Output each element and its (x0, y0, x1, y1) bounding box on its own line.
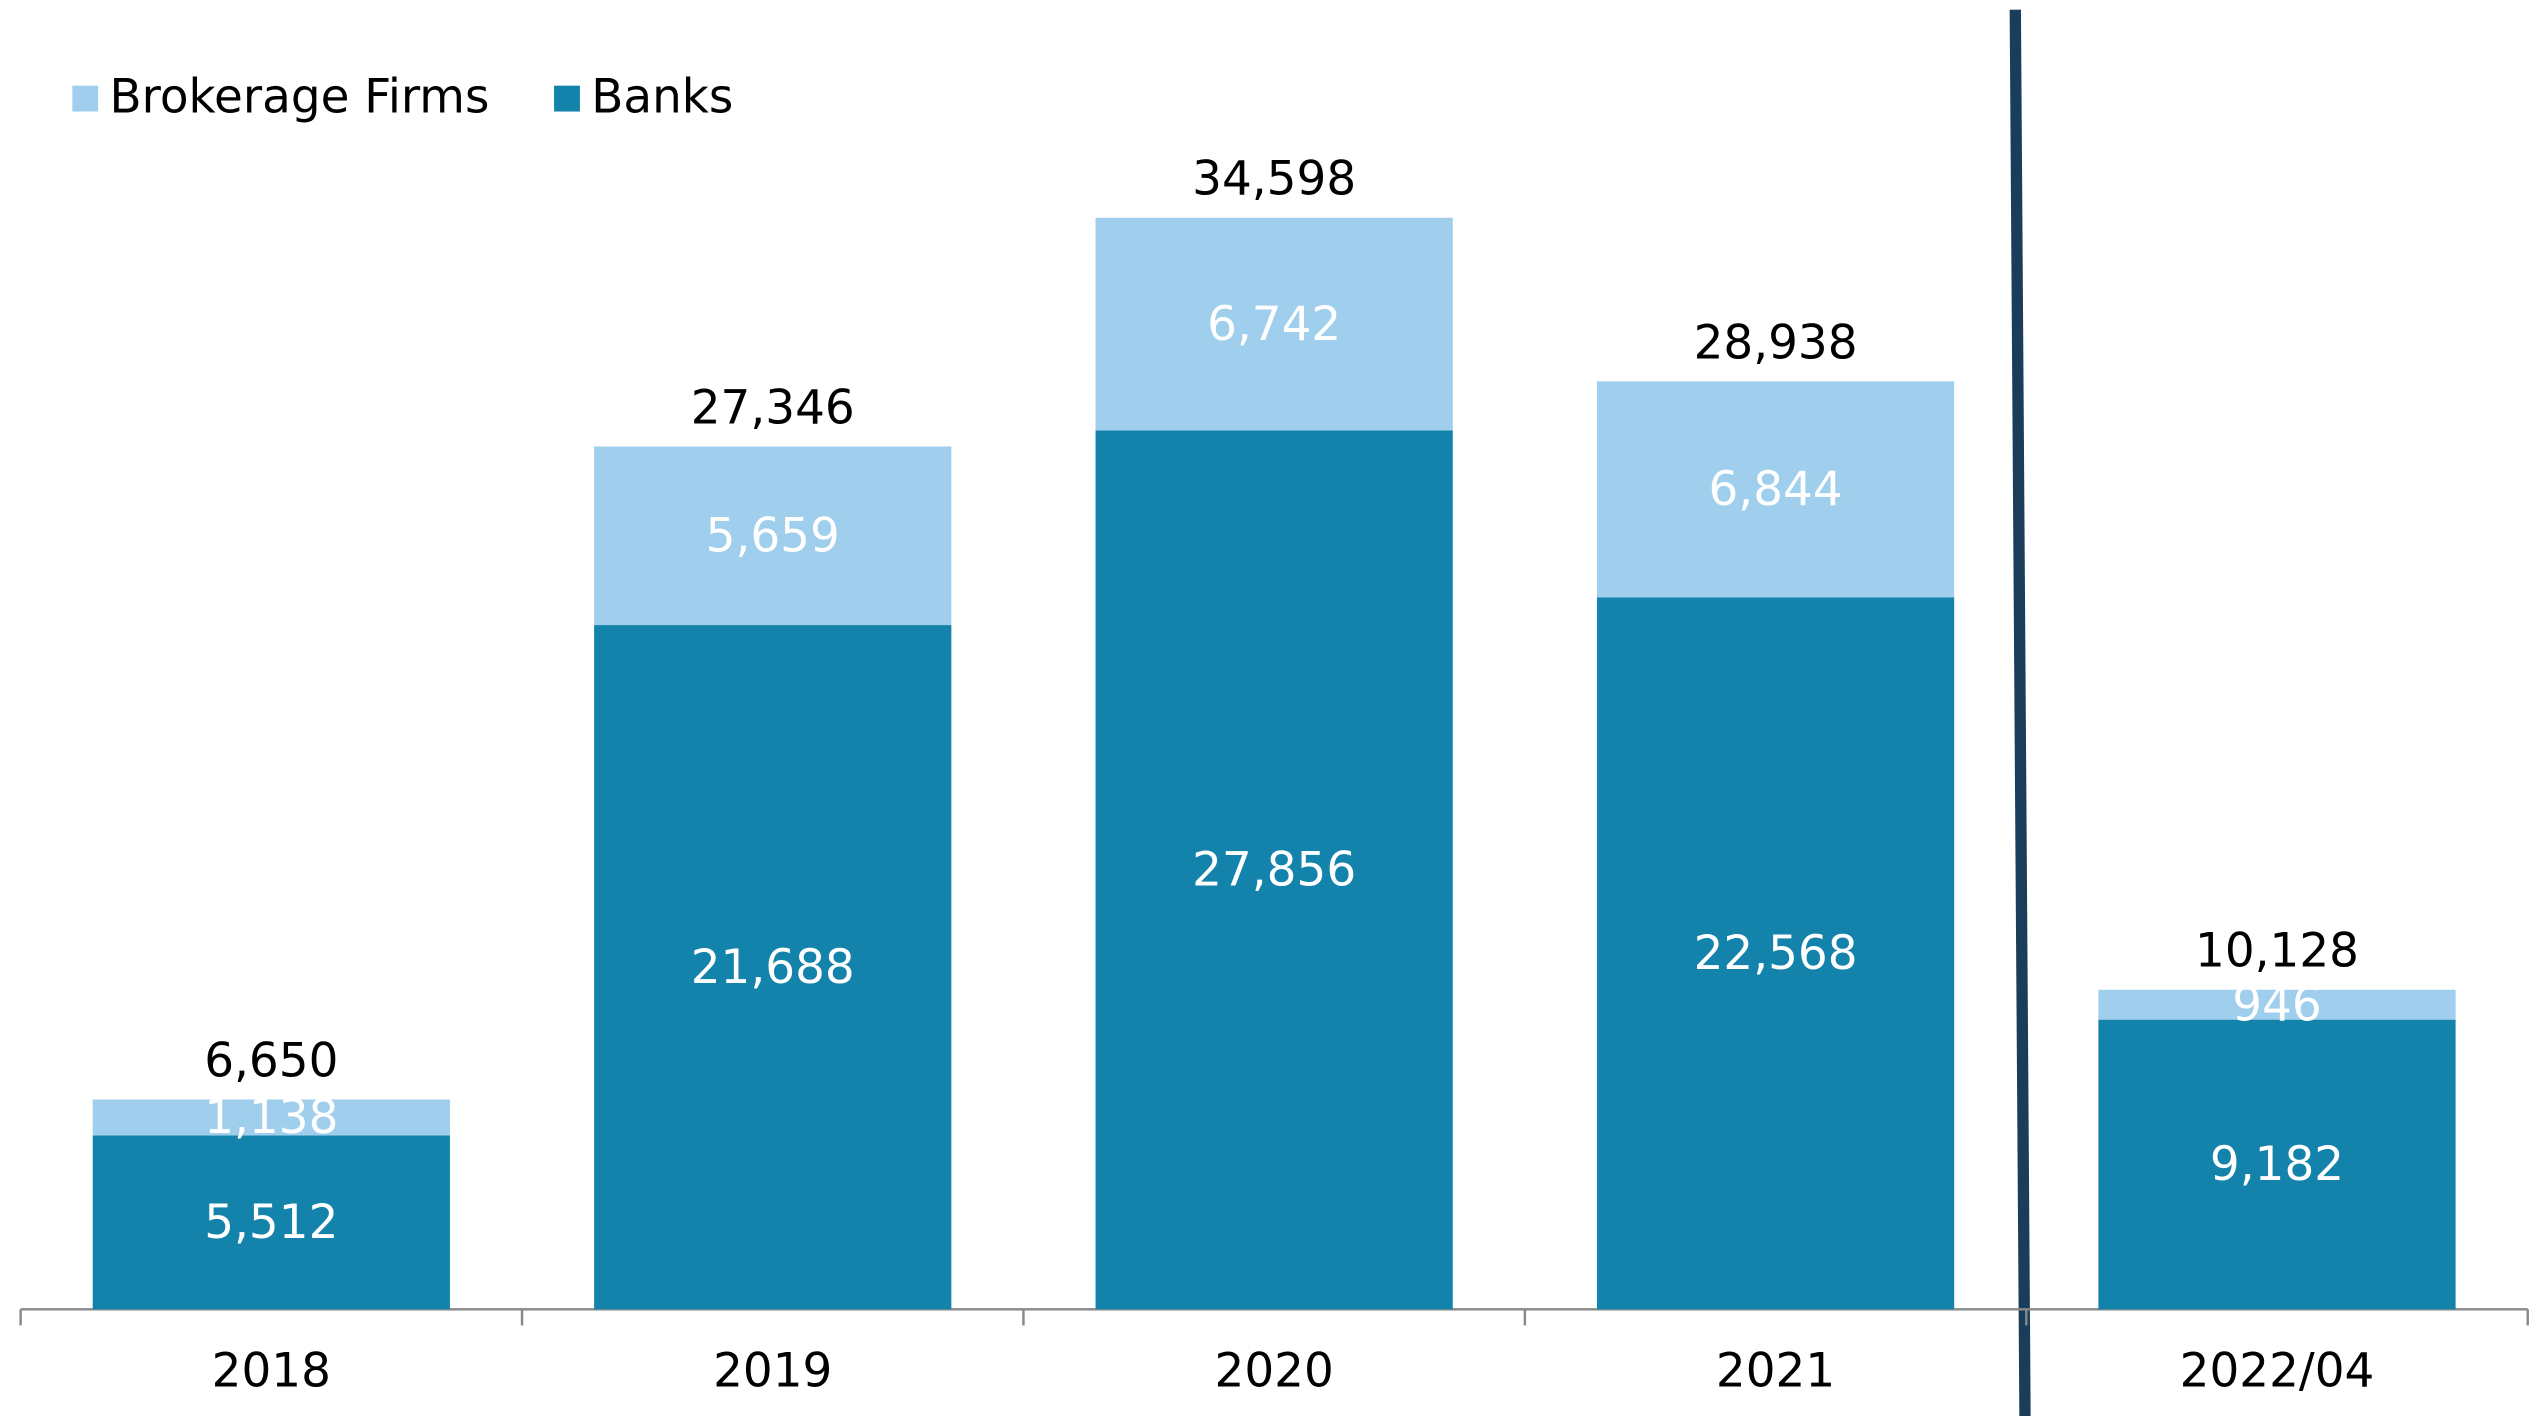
total-label: 28,938 (1694, 315, 1858, 370)
bar-segment (594, 625, 952, 1310)
x-tick-label: 2019 (713, 1343, 832, 1398)
value-label: 946 (2232, 977, 2321, 1032)
total-label: 6,650 (204, 1033, 338, 1088)
bar-segment (2098, 1019, 2456, 1310)
bar-segment (2098, 989, 2456, 1020)
value-label: 22,568 (1694, 926, 1858, 981)
x-tick-label: 2022/04 (2180, 1343, 2375, 1398)
value-label: 21,688 (691, 940, 855, 995)
bar-segment (1095, 217, 1453, 431)
total-label: 34,598 (1192, 152, 1356, 207)
period-divider (2009, 9, 2031, 1416)
bar-segment (1095, 430, 1453, 1310)
value-label: 6,742 (1207, 297, 1341, 352)
value-label: 6,844 (1708, 462, 1842, 517)
bar-segment (92, 1099, 450, 1136)
bar-segment (92, 1135, 450, 1310)
bar-segment (594, 446, 952, 626)
x-tick-label: 2018 (212, 1343, 331, 1398)
total-label: 10,128 (2195, 924, 2359, 979)
bar-segment (1596, 381, 1955, 598)
x-tick-label: 2020 (1215, 1343, 1334, 1398)
legend-swatch (554, 85, 580, 112)
total-label: 27,346 (691, 380, 855, 435)
legend-label: Banks (591, 70, 733, 125)
bar-segment (1596, 597, 1955, 1310)
x-tick-label: 2021 (1716, 1343, 1835, 1398)
value-label: 5,512 (204, 1195, 338, 1250)
legend-swatch (72, 85, 99, 112)
value-label: 5,659 (706, 509, 840, 564)
value-label: 1,138 (204, 1090, 338, 1145)
legend-label: Brokerage Firms (110, 70, 490, 125)
value-label: 9,182 (2210, 1137, 2344, 1192)
value-label: 27,856 (1192, 843, 1356, 898)
